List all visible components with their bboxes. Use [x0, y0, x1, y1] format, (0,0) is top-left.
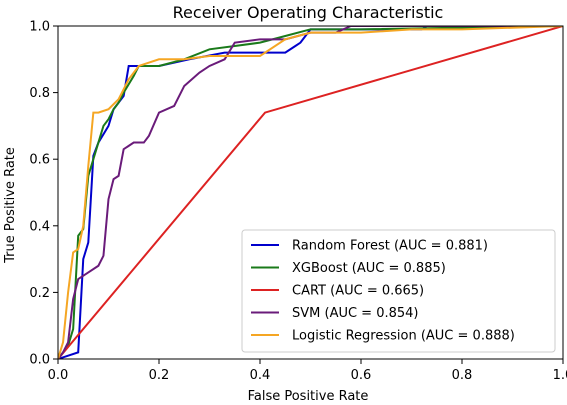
legend-label-3: SVM (AUC = 0.854): [292, 306, 419, 321]
series-line-4: [58, 26, 563, 359]
chart-title: Receiver Operating Characteristic: [173, 3, 444, 22]
y-tick-label-4: 0.8: [29, 86, 50, 101]
y-tick-label-5: 1.0: [29, 20, 50, 35]
x-tick-label-5: 1.0: [553, 368, 567, 383]
legend-box: [241, 229, 556, 353]
x-tick-label-2: 0.4: [250, 368, 271, 383]
y-tick-label-3: 0.6: [29, 153, 50, 168]
y-tick-label-0: 0.0: [29, 353, 50, 368]
legend-label-2: CART (AUC = 0.665): [292, 284, 424, 299]
plot-frame: [57, 25, 564, 360]
legend-label-0: Random Forest (AUC = 0.881): [292, 239, 488, 254]
x-tick-label-1: 0.2: [149, 368, 170, 383]
legend-label-4: Logistic Regression (AUC = 0.888): [292, 329, 515, 344]
plot-area: [58, 26, 563, 359]
y-tick-label-2: 0.4: [29, 219, 50, 234]
legend-label-1: XGBoost (AUC = 0.885): [292, 261, 446, 276]
y-axis-label: True Positive Rate: [3, 147, 18, 264]
x-tick-label-0: 0.0: [48, 368, 69, 383]
x-tick-label-4: 0.8: [452, 368, 473, 383]
axes: 0.0 0.2 0.4 0.6 0.8 1.0 0.0 0.2 0.4 0.6 0.8 1.0: [29, 20, 567, 384]
series-line-2: [58, 26, 563, 359]
legend: Random Forest (AUC = 0.881) XGBoost (AUC …: [241, 229, 556, 353]
y-tick-label-1: 0.2: [29, 286, 50, 301]
x-axis-label: False Positive Rate: [248, 389, 369, 404]
x-tick-label-3: 0.6: [351, 368, 372, 383]
